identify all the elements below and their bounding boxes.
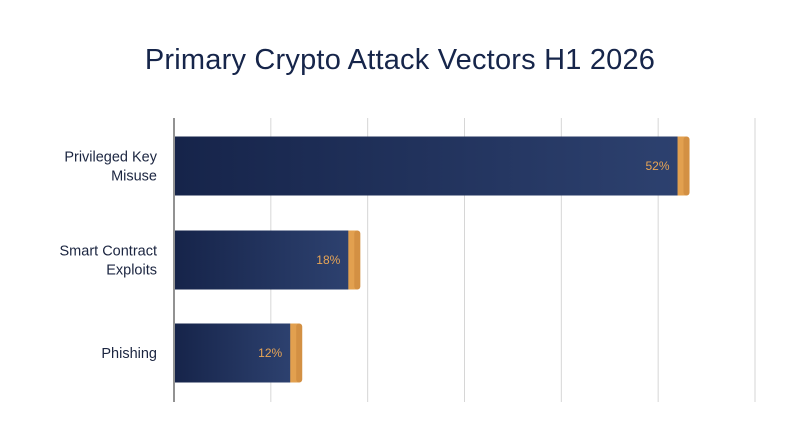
bar-cap-shade: [296, 323, 303, 383]
category-label-line: Smart Contract: [60, 244, 158, 260]
bar-group: 12%: [175, 323, 303, 383]
bar: [175, 136, 678, 196]
category-labels: Privileged Key Misuse Smart Contract Exploi…: [60, 150, 158, 363]
category-label-line: Phishing: [101, 346, 157, 362]
category-label: Smart Contract Exploits: [60, 244, 158, 279]
bar-group: 18%: [175, 230, 361, 290]
value-label: 12%: [258, 346, 282, 360]
category-label-line: Exploits: [106, 263, 157, 279]
value-label: 52%: [646, 159, 670, 173]
bar-cap-shade: [354, 230, 361, 290]
category-label: Phishing: [101, 346, 157, 362]
bar-group: 52%: [175, 136, 690, 196]
bars: 52% 18% 12%: [175, 136, 690, 383]
category-label-line: Privileged Key: [64, 150, 157, 166]
bar: [175, 323, 291, 383]
category-label-line: Misuse: [111, 169, 157, 185]
chart-title: Primary Crypto Attack Vectors H1 2026: [144, 44, 656, 76]
category-label: Privileged Key Misuse: [64, 150, 157, 185]
value-label: 18%: [316, 253, 340, 267]
bar: [175, 230, 349, 290]
bar-cap-shade: [683, 136, 690, 196]
